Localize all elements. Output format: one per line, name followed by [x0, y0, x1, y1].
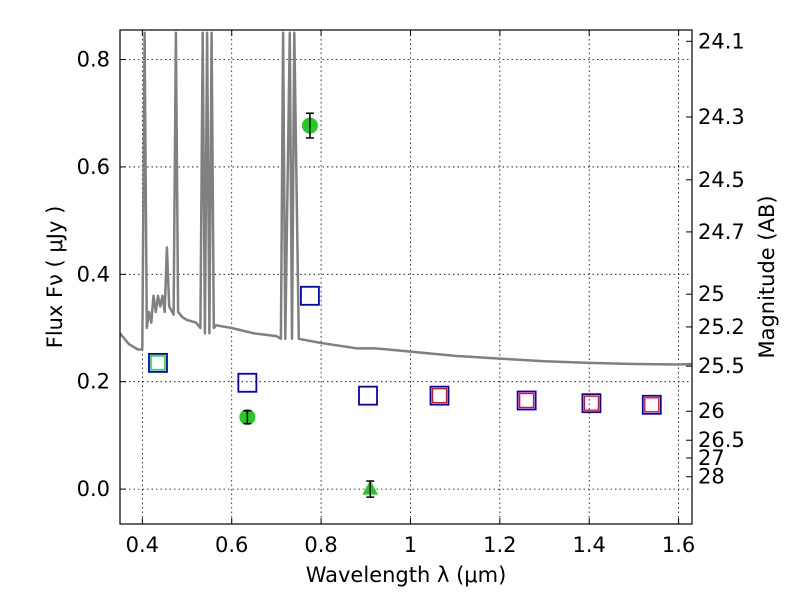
x-tick-label: 0.8	[304, 533, 337, 557]
y-tick-label: 0.8	[77, 48, 110, 72]
x-axis: 0.4 0.6 0.8 1 1.2 1.4 1.6	[126, 30, 695, 557]
magnitude-tick-label: 27	[698, 446, 725, 470]
magnitude-tick-label: 26	[698, 399, 725, 423]
x-tick-label: 1.6	[662, 533, 695, 557]
photometry-square-marker	[641, 394, 662, 415]
x-tick-label: 0.6	[215, 533, 248, 557]
photometry-square-marker	[581, 393, 602, 414]
x-tick-label: 0.4	[126, 533, 159, 557]
photometry-square-marker	[519, 392, 535, 409]
photometry-square-marker	[150, 355, 166, 371]
photometry-square-marker	[583, 395, 600, 411]
photometry-square-marker	[429, 385, 450, 406]
y-tick-label: 0.0	[77, 477, 110, 501]
y-tick-label: 0.2	[77, 370, 110, 394]
magnitude-tick-label: 24.5	[698, 168, 745, 192]
model-spectrum-line	[120, 31, 692, 366]
magnitude-tick-label: 24.3	[698, 105, 745, 129]
y-tick-label: 0.6	[77, 155, 110, 179]
x-tick-label: 1.4	[573, 533, 606, 557]
y-axis: 0.0 0.2 0.4 0.6 0.8	[77, 48, 126, 501]
photometry-square-marker	[300, 285, 320, 306]
x-axis-label: Wavelength λ (μm)	[306, 563, 507, 587]
magnitude-tick-label: 28	[698, 465, 725, 489]
x-tick-label: 1.2	[483, 533, 516, 557]
magnitude-axis-label: Magnitude (AB)	[755, 195, 779, 358]
y-tick-label: 0.4	[77, 262, 110, 286]
photometry-square-marker	[237, 372, 258, 393]
grid-lines	[120, 30, 692, 524]
plot-area	[120, 31, 692, 498]
x-tick-label: 1	[404, 533, 417, 557]
magnitude-tick-label: 25.2	[698, 315, 745, 339]
magnitude-tick-label: 24.1	[698, 29, 745, 53]
magnitude-tick-label: 25	[698, 282, 725, 306]
photometry-square-marker	[644, 397, 660, 413]
magnitude-tick-label: 26.5	[698, 428, 745, 452]
magnitude-tick-label: 25.5	[698, 354, 745, 378]
photometry-square-marker	[431, 388, 448, 404]
photometry-square-marker	[148, 353, 168, 373]
plot-frame	[119, 29, 693, 525]
photometry-square-marker	[358, 385, 378, 406]
magnitude-tick-label: 24.7	[698, 220, 745, 244]
y-axis-label: Flux Fν ( μJy )	[43, 206, 67, 349]
photometry-square-marker	[516, 390, 537, 411]
